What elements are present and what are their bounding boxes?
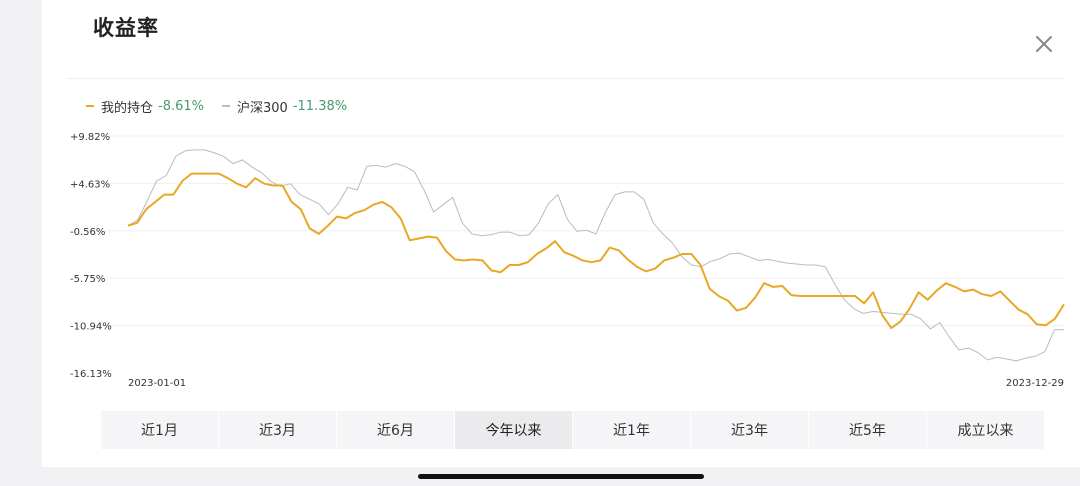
- home-indicator[interactable]: [418, 474, 704, 479]
- returns-line-chart: +9.82% +4.63% -0.56% -5.75% -10.94% -16.13% 20…: [70, 132, 1065, 389]
- y-tick-label-1: +4.63%: [70, 179, 110, 190]
- legend-item-benchmark: 沪深300 -11.38%: [222, 97, 347, 116]
- tab-7[interactable]: 成立以来: [957, 423, 1014, 439]
- series-line-benchmark: [127, 149, 1065, 362]
- header-divider: [66, 78, 1064, 79]
- legend-label-benchmark: 沪深300: [237, 100, 288, 116]
- legend-label-portfolio: 我的持仓: [101, 100, 154, 116]
- tab-2[interactable]: 近6月: [337, 411, 455, 449]
- returns-panel: 收益率 我的持仓 -8.61% 沪深300 -11.38% +9.82% +4.6…: [42, 0, 1080, 467]
- tab-6[interactable]: 近5年: [809, 411, 927, 449]
- background-strip: [0, 0, 42, 467]
- legend-swatch-benchmark: [222, 105, 231, 107]
- tab-1[interactable]: 近3月: [219, 411, 337, 449]
- x-tick-label-start: 2023-01-01: [128, 378, 186, 389]
- legend-value-benchmark: -11.38%: [292, 98, 348, 114]
- close-icon[interactable]: [1030, 30, 1058, 58]
- tab-4[interactable]: 近1年: [573, 411, 691, 449]
- legend-swatch-portfolio: [86, 105, 94, 107]
- x-tick-label-end: 2023-12-29: [1006, 378, 1064, 389]
- tab-3[interactable]: 今年以来: [455, 411, 573, 449]
- tab-0[interactable]: 近1月: [101, 411, 219, 449]
- y-tick-label-3: -5.75%: [70, 274, 105, 285]
- page-title: 收益率: [93, 16, 159, 40]
- tab-5[interactable]: 近3年: [691, 411, 809, 449]
- y-tick-label-2: -0.56%: [70, 227, 105, 238]
- y-tick-label-0: +9.82%: [70, 132, 110, 143]
- y-tick-label-5: -16.13%: [70, 369, 112, 380]
- legend-value-portfolio: -8.61%: [158, 98, 205, 114]
- y-tick-label-4: -10.94%: [70, 322, 112, 333]
- period-tabs: 近1月 近3月 近6月 今年以来 近1年 近3年 近5年 成立以来: [101, 411, 1044, 449]
- chart-legend: 我的持仓 -8.61% 沪深300 -11.38%: [86, 97, 365, 116]
- series-line-portfolio: [127, 172, 1065, 329]
- legend-item-portfolio: 我的持仓 -8.61%: [86, 97, 204, 116]
